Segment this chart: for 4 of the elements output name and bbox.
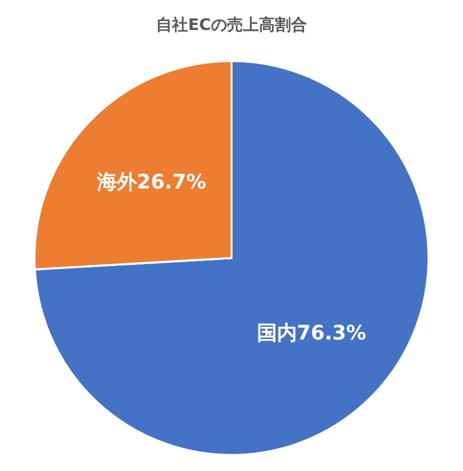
chart-title: 自社ECの売上高割合	[156, 15, 307, 34]
slice-label: 国内76.3%	[256, 320, 366, 344]
slice-label: 海外26.7%	[96, 170, 206, 194]
pie-slice	[34, 60, 430, 456]
